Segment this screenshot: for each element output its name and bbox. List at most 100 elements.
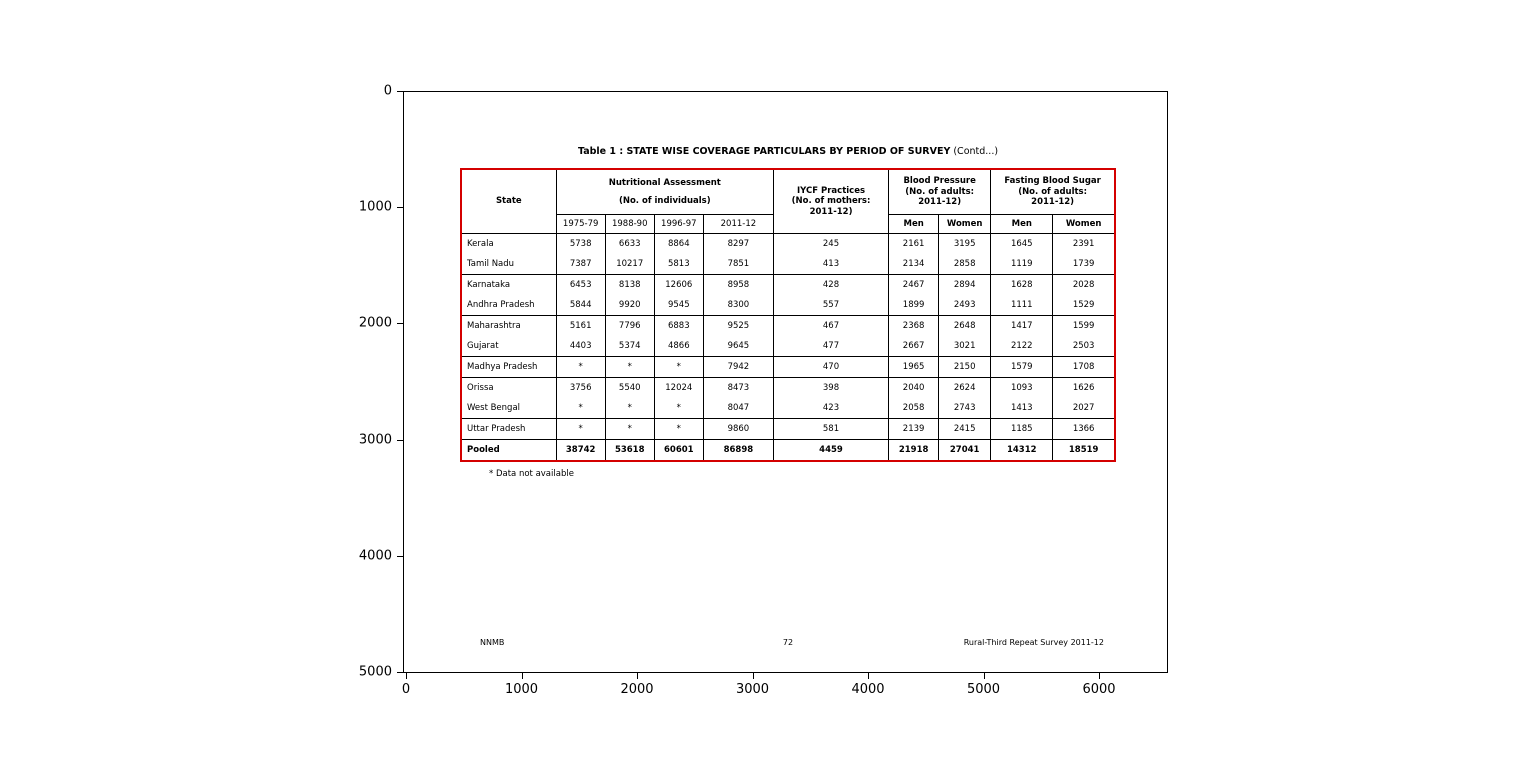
value-cell: * [653, 356, 704, 378]
table-row: Andhra Pradesh 5844 9920 9545 8300 557 1899 249… [460, 295, 1116, 316]
table-row: Orissa 3756 5540 12024 8473 398 2040 2624 1093 16… [460, 377, 1116, 398]
column-header-bp-women: Women [938, 214, 992, 234]
value-cell: 2391 [1052, 233, 1116, 254]
value-cell: 2503 [1052, 336, 1116, 357]
value-cell: 3756 [555, 377, 606, 398]
value-cell: 27041 [938, 439, 992, 461]
value-cell: 5813 [653, 254, 704, 275]
value-cell: 7851 [702, 254, 774, 275]
value-cell: 2648 [938, 315, 992, 336]
value-cell: 60601 [653, 439, 704, 461]
value-cell: 2139 [888, 418, 940, 440]
value-cell: 1185 [990, 418, 1054, 440]
value-cell: 1119 [990, 254, 1054, 275]
state-cell: Kerala [460, 233, 557, 254]
value-cell: 2134 [888, 254, 940, 275]
footnote-data-not-available: * Data not available [489, 469, 574, 479]
state-cell: Orissa [460, 377, 557, 398]
value-cell: 1093 [990, 377, 1054, 398]
value-cell: * [653, 398, 704, 419]
value-cell: * [555, 398, 606, 419]
value-cell: 2493 [938, 295, 992, 316]
y-tick-mark [397, 555, 403, 557]
value-cell: 8300 [702, 295, 774, 316]
document-table-title: Table 1 : STATE WISE COVERAGE PARTICULAR… [460, 146, 1116, 157]
table-row: Kerala 5738 6633 8864 8297 245 2161 3195 1645 239… [460, 233, 1116, 254]
value-cell: 7387 [555, 254, 606, 275]
coverage-table: State Nutritional Assessment (No. of ind… [460, 168, 1116, 462]
value-cell: 4459 [772, 439, 890, 461]
x-tick-mark [406, 673, 407, 679]
x-tick-mark [983, 673, 985, 679]
value-cell: 581 [772, 418, 890, 440]
value-cell: 1626 [1052, 377, 1116, 398]
value-cell: 21918 [888, 439, 940, 461]
value-cell: 245 [772, 233, 890, 254]
plot-area: Table 1 : STATE WISE COVERAGE PARTICULAR… [403, 91, 1168, 673]
value-cell: 5738 [555, 233, 606, 254]
value-cell: 2161 [888, 233, 940, 254]
table-row: Gujarat 4403 5374 4866 9645 477 2667 3021 2122 25… [460, 336, 1116, 357]
value-cell: 2368 [888, 315, 940, 336]
value-cell: 413 [772, 254, 890, 275]
value-cell: 9860 [702, 418, 774, 440]
value-cell: 8138 [604, 274, 655, 295]
state-cell: Andhra Pradesh [460, 295, 557, 316]
value-cell: 9525 [702, 315, 774, 336]
y-tick-label: 4000 [358, 548, 392, 564]
x-tick-mark [752, 673, 754, 679]
value-cell: 1645 [990, 233, 1054, 254]
x-tick-label: 1000 [504, 682, 539, 697]
value-cell: 1366 [1052, 418, 1116, 440]
value-cell: 1739 [1052, 254, 1116, 275]
y-tick-label: 1000 [358, 199, 392, 215]
value-cell: 1965 [888, 356, 940, 378]
header-group-row: State Nutritional Assessment (No. of ind… [460, 169, 1116, 234]
value-cell: 7942 [702, 356, 774, 378]
x-tick-label: 5000 [966, 682, 1001, 697]
value-cell: 8473 [702, 377, 774, 398]
value-cell: 1899 [888, 295, 940, 316]
footer-survey-label: Rural-Third Repeat Survey 2011-12 [963, 638, 1104, 647]
state-cell: West Bengal [460, 398, 557, 419]
value-cell: * [604, 398, 655, 419]
value-cell: 1413 [990, 398, 1054, 419]
y-tick-mark [397, 207, 403, 209]
value-cell: 1628 [990, 274, 1054, 295]
x-tick-label: 0 [401, 682, 411, 697]
page-footer: NNMB 72 Rural-Third Repeat Survey 2011-1… [460, 638, 1116, 650]
value-cell: 2122 [990, 336, 1054, 357]
column-header-bp-men: Men [888, 214, 940, 234]
column-header-2011-12: 2011-12 [702, 214, 774, 234]
state-cell: Tamil Nadu [460, 254, 557, 275]
x-tick-mark [521, 673, 523, 679]
column-header-iycf-practices: IYCF Practices (No. of mothers: 2011-12) [772, 169, 890, 234]
value-cell: 6633 [604, 233, 655, 254]
value-cell: 4866 [653, 336, 704, 357]
value-cell: 10217 [604, 254, 655, 275]
value-cell: 5844 [555, 295, 606, 316]
value-cell: 7796 [604, 315, 655, 336]
table-row: Pooled 38742 53618 60601 86898 4459 21918 27041… [460, 439, 1116, 461]
x-tick-mark [1099, 673, 1100, 679]
y-tick-mark [397, 91, 403, 92]
value-cell: 5540 [604, 377, 655, 398]
y-tick-mark [397, 439, 403, 441]
value-cell: 477 [772, 336, 890, 357]
value-cell: 2028 [1052, 274, 1116, 295]
value-cell: 2058 [888, 398, 940, 419]
column-header-fasting-blood-sugar: Fasting Blood Sugar (No. of adults: 2011… [990, 169, 1116, 215]
value-cell: 8958 [702, 274, 774, 295]
column-header-1975-79: 1975-79 [555, 214, 606, 234]
column-header-blood-pressure: Blood Pressure (No. of adults: 2011-12) [888, 169, 992, 215]
value-cell: 5161 [555, 315, 606, 336]
value-cell: 2040 [888, 377, 940, 398]
value-cell: * [555, 356, 606, 378]
x-tick-label: 4000 [851, 682, 885, 697]
value-cell: 14312 [990, 439, 1054, 461]
table-row: Madhya Pradesh * * * 7942 470 1965 2150 1579 1708 [460, 356, 1116, 378]
footer-page-number: 72 [782, 638, 794, 647]
value-cell: 2894 [938, 274, 992, 295]
state-cell: Gujarat [460, 336, 557, 357]
x-tick-label: 3000 [735, 682, 770, 697]
